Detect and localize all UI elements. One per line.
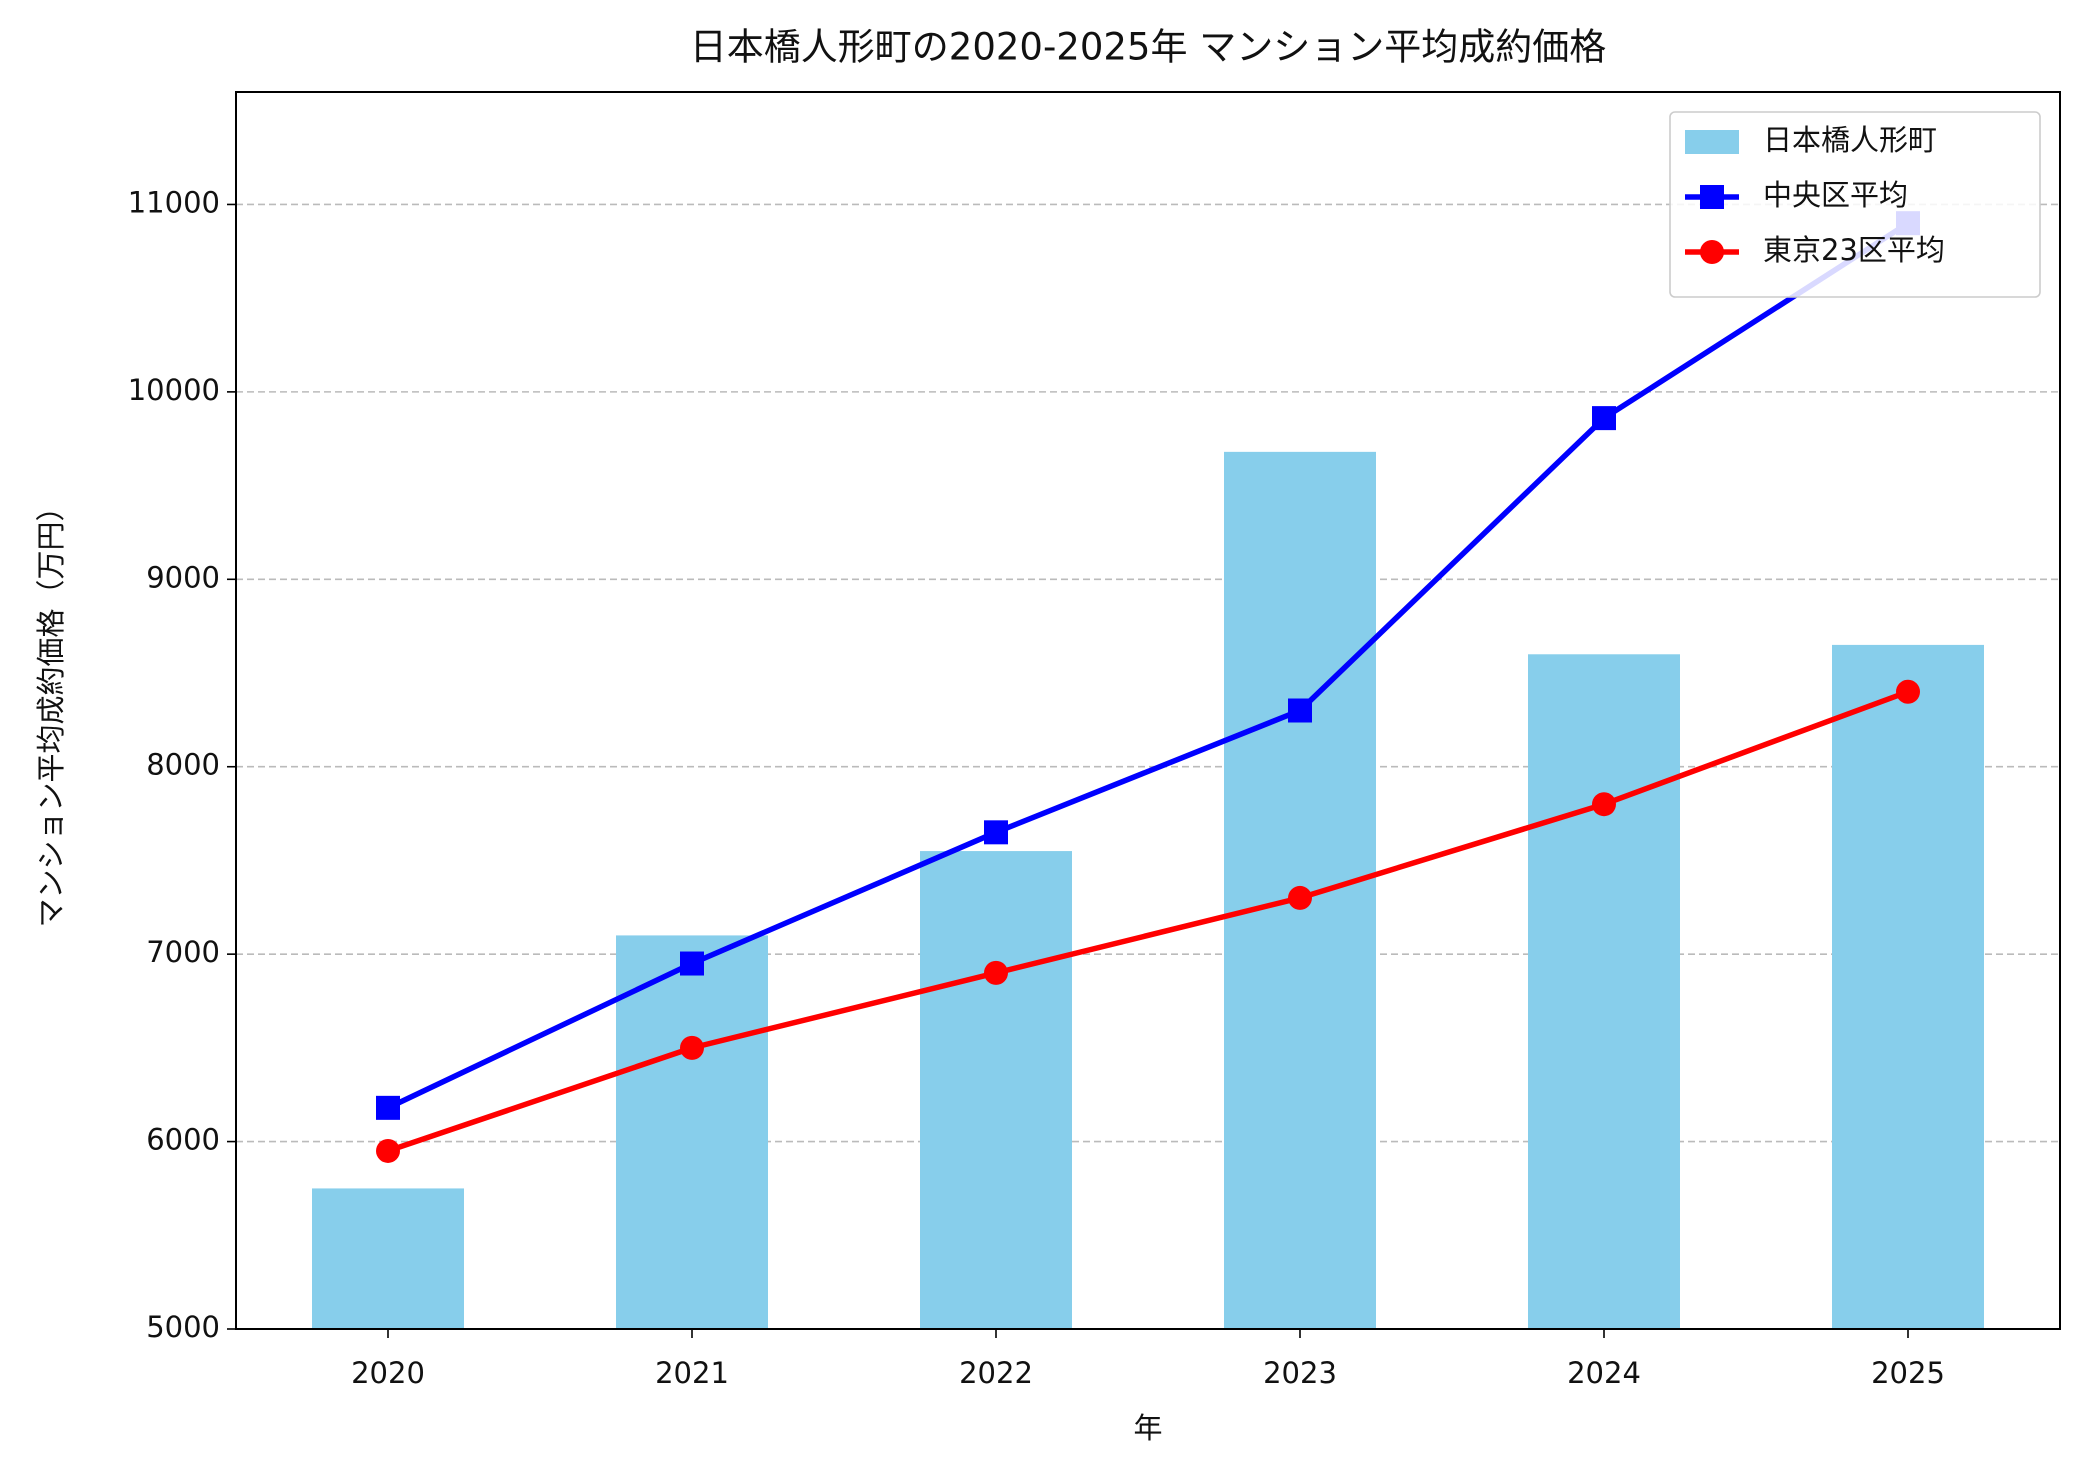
legend-label: 中央区平均 <box>1763 178 1908 212</box>
y-tick-label: 11000 <box>128 185 220 219</box>
x-tick-label: 2023 <box>1263 1356 1337 1390</box>
chart-title: 日本橋人形町の2020-2025年 マンション平均成約価格 <box>690 26 1606 69</box>
y-tick-label: 6000 <box>146 1123 220 1157</box>
x-tick-label: 2025 <box>1871 1356 1945 1390</box>
marker <box>1288 885 1312 910</box>
marker <box>680 1035 704 1060</box>
bar <box>920 851 1072 1329</box>
y-tick-label: 10000 <box>128 373 220 407</box>
legend-label: 東京23区平均 <box>1763 233 1945 267</box>
legend-marker <box>1700 185 1724 209</box>
plot-frame <box>235 91 2061 1330</box>
x-tick-label: 2021 <box>655 1356 729 1390</box>
bar <box>312 1188 464 1329</box>
marker <box>1288 698 1312 723</box>
y-tick-label: 8000 <box>146 748 220 782</box>
bar <box>616 935 768 1329</box>
x-axis-label: 年 <box>1133 1411 1162 1445</box>
marker <box>376 1138 400 1163</box>
y-axis-label: マンション平均成約価格（万円） <box>34 492 68 927</box>
bar <box>1528 654 1680 1329</box>
bar <box>1832 644 1984 1329</box>
line <box>387 689 1909 1154</box>
y-tick-label: 5000 <box>146 1310 220 1344</box>
y-tick-label: 7000 <box>146 935 220 969</box>
legend-label: 日本橋人形町 <box>1763 123 1937 157</box>
marker <box>1592 792 1616 817</box>
x-tick-label: 2020 <box>351 1356 425 1390</box>
marker <box>984 820 1008 845</box>
marker <box>376 1095 400 1120</box>
marker <box>984 960 1008 985</box>
x-tick-label: 2022 <box>959 1356 1033 1390</box>
line <box>386 220 1910 1111</box>
marker <box>1592 406 1616 431</box>
x-tick-label: 2024 <box>1567 1356 1641 1390</box>
marker <box>1896 679 1920 704</box>
legend-box <box>1669 111 2041 298</box>
marker <box>680 951 704 976</box>
legend-swatch <box>1685 130 1739 154</box>
y-tick-label: 9000 <box>146 560 220 594</box>
legend-marker <box>1700 240 1724 264</box>
